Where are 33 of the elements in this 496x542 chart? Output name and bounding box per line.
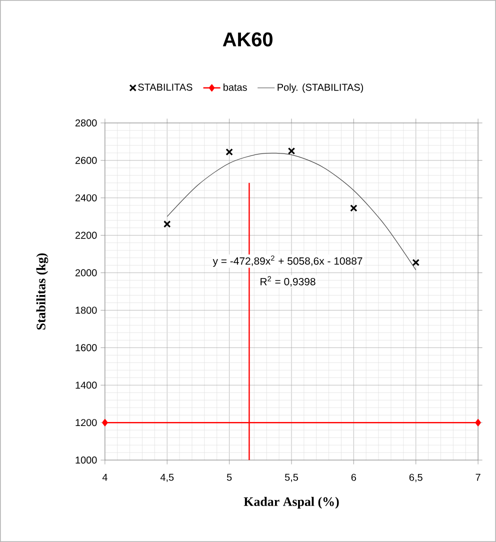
y-tick-label: 2000: [76, 269, 97, 276]
x-tick-label: 5,5: [284, 474, 298, 482]
annotation: y = -472,89x$^{2}$ + 5058,6x - 10887: [212, 256, 362, 267]
x-tick-label: 5: [226, 474, 232, 481]
y-tick-label: 1400: [76, 382, 97, 389]
y-tick-label: 1200: [76, 419, 97, 426]
y-tick-label: 1000: [76, 456, 97, 464]
point: [350, 204, 358, 212]
legend-label: STABILITAS: [138, 84, 192, 91]
x-tick-label: 7: [476, 474, 480, 481]
y-tick-label: 2800: [76, 119, 97, 126]
legend-label: batas: [224, 84, 247, 91]
point: [102, 419, 108, 426]
y-axis-title: Stabilitas (kg): [36, 253, 48, 330]
legend-label: Poly. (STABILITAS): [278, 84, 364, 93]
y-tick-label: 1800: [76, 306, 97, 314]
point: [288, 147, 296, 155]
x-tick-label: 4: [102, 474, 108, 481]
point: [412, 258, 420, 266]
y-tick-label: 1600: [76, 344, 97, 352]
y-tick-label: 2400: [76, 194, 97, 202]
x-tick-label: 6: [351, 474, 356, 481]
point: [475, 419, 481, 426]
chart-title: AK60: [222, 32, 273, 46]
line-series: [166, 152, 416, 270]
x-tick-label: 6,5: [409, 474, 422, 482]
y-tick-label: 2200: [76, 232, 97, 239]
x-tick-label: 4,5: [160, 474, 174, 482]
point: [226, 148, 233, 156]
y-tick-label: 2600: [76, 156, 97, 164]
x-axis-title: Kadar Aspal (%): [244, 496, 339, 509]
point: [164, 220, 171, 228]
annotation: R$^{2}$ = 0,9398: [260, 276, 316, 287]
